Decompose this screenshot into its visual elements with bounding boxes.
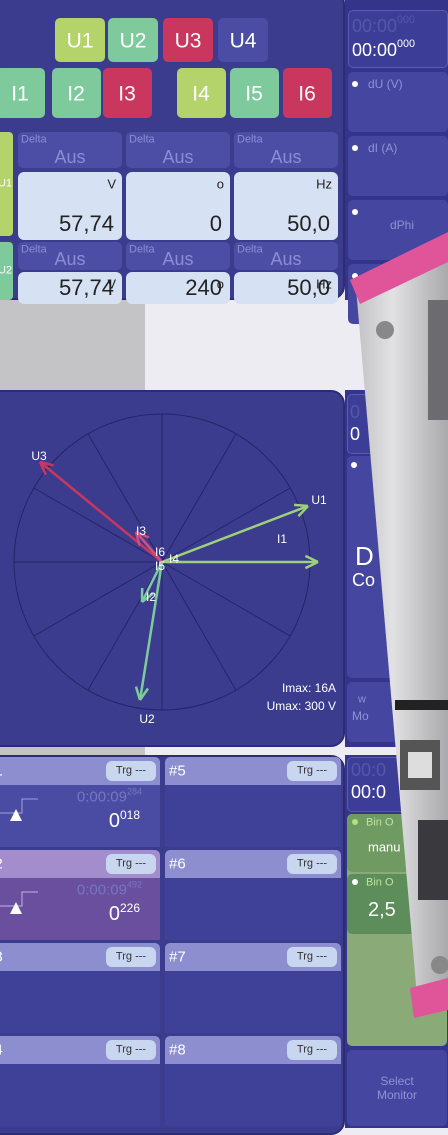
eth-port: [418, 820, 448, 900]
device-photo: [0, 0, 448, 1128]
port: [428, 300, 448, 420]
slot: [395, 700, 448, 710]
screw: [376, 321, 394, 339]
usb-port: [408, 752, 432, 778]
page: U1U2U3U4I1I2I3I4I5I6U1DeltaAusDeltaAusDe…: [0, 0, 448, 1128]
device-cap: [410, 978, 448, 1018]
